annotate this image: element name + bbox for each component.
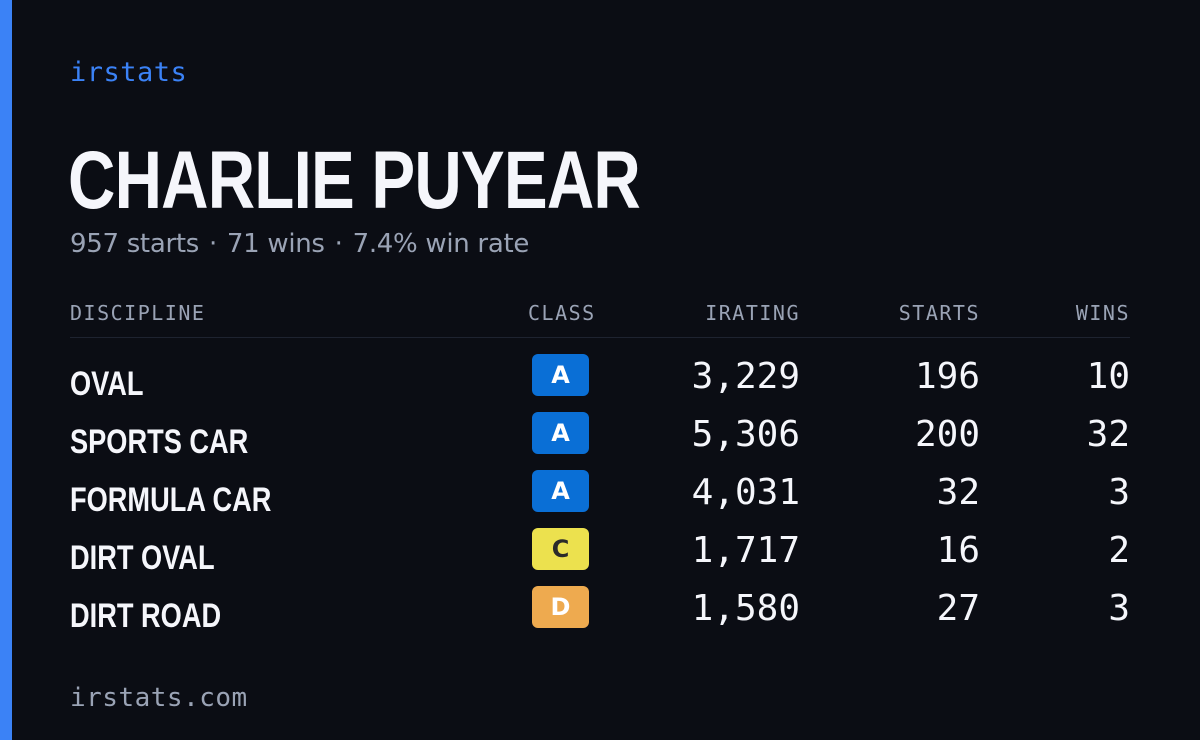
class-badge: A (532, 354, 589, 396)
class-badge: A (532, 412, 589, 454)
irating-value: 1,717 (691, 530, 800, 571)
discipline-name: SPORTS CAR (70, 423, 249, 461)
discipline-name: OVAL (70, 365, 144, 403)
header-irating: IRATING (705, 301, 800, 325)
discipline-name: DIRT ROAD (70, 597, 222, 635)
wins-value: 3 (1108, 472, 1130, 513)
table-row: DIRT ROAD D 1,580 27 3 (0, 586, 1200, 646)
wins-value: 3 (1108, 588, 1130, 629)
header-divider (70, 337, 1130, 338)
table-row: SPORTS CAR A 5,306 200 32 (0, 412, 1200, 472)
header-class: CLASS (528, 301, 596, 325)
accent-bar (0, 0, 12, 740)
driver-name: CHARLIE PUYEAR (68, 135, 641, 226)
header-wins: WINS (1075, 301, 1130, 325)
wins-value: 32 (1086, 414, 1130, 455)
header-starts: STARTS (898, 301, 980, 325)
summary-starts: 957 starts (70, 229, 199, 259)
summary-wins: 71 wins (226, 229, 325, 259)
brand-logo-text: irstats (70, 57, 188, 88)
wins-value: 10 (1086, 356, 1130, 397)
table-row: DIRT OVAL C 1,717 16 2 (0, 528, 1200, 588)
summary-separator: · (334, 229, 343, 259)
table-row: FORMULA CAR A 4,031 32 3 (0, 470, 1200, 530)
class-badge: A (532, 470, 589, 512)
irating-value: 5,306 (691, 414, 800, 455)
discipline-name: FORMULA CAR (70, 481, 272, 519)
table-row: OVAL A 3,229 196 10 (0, 354, 1200, 414)
driver-summary: 957 starts · 71 wins · 7.4% win rate (70, 226, 529, 262)
starts-value: 200 (914, 414, 980, 455)
irating-value: 4,031 (691, 472, 800, 513)
starts-value: 27 (936, 588, 980, 629)
class-badge: D (532, 586, 589, 628)
summary-separator: · (208, 229, 217, 259)
starts-value: 196 (914, 356, 980, 397)
irating-value: 3,229 (691, 356, 800, 397)
discipline-name: DIRT OVAL (70, 539, 215, 577)
starts-value: 32 (936, 472, 980, 513)
summary-win-rate: 7.4% win rate (352, 229, 530, 259)
irating-value: 1,580 (691, 588, 800, 629)
footer-url: irstats.com (70, 683, 248, 713)
header-discipline: DISCIPLINE (70, 301, 206, 325)
class-badge: C (532, 528, 589, 570)
starts-value: 16 (936, 530, 980, 571)
wins-value: 2 (1108, 530, 1130, 571)
